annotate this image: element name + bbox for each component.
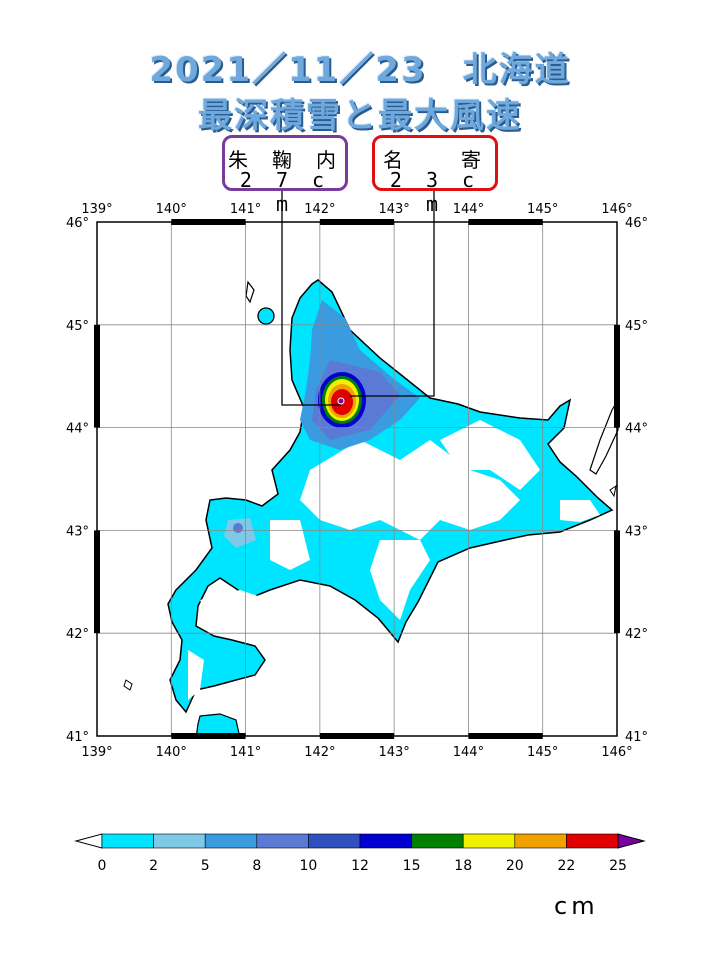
colorbar-swatch [411,833,464,849]
lat-tick-label: 41° [625,730,648,745]
colorbar-tick-label: 2 [149,858,158,874]
rishiri-island [257,307,275,325]
latitude-labels-left: 46° 45° 44° 43° 42° 41° [66,216,89,745]
colorbar-tick-label: 20 [506,858,524,874]
lat-tick-label: 44° [66,422,89,437]
longitude-labels-top: 139° 140° 141° 142° 143° 144° 145° 146° [81,202,632,217]
lat-tick-label: 42° [66,627,89,642]
lat-tick-label: 41° [66,730,89,745]
lat-tick-label: 46° [625,216,648,231]
colorbar-tick-label: 22 [557,858,575,874]
lat-tick-label: 44° [625,422,648,437]
colorbar-unit: cm [554,892,599,920]
lon-tick-label: 143° [378,202,409,217]
colorbar-swatch [153,833,206,849]
lat-tick-label: 45° [625,319,648,334]
lon-tick-label: 141° [230,745,261,760]
lon-tick-label: 144° [453,202,484,217]
lat-tick-label: 45° [66,319,89,334]
nayoro-pointer [350,191,435,397]
colorbar-swatch [204,833,258,849]
lon-tick-label: 143° [378,745,409,760]
lon-tick-label: 142° [304,202,335,217]
lon-tick-label: 145° [527,202,558,217]
colorbar-tick-label: 15 [403,858,421,874]
lat-lon-grid [97,222,617,736]
colorbar [74,833,646,849]
kunashiri-island [589,397,619,475]
colorbar-swatch [308,833,361,849]
lon-tick-label: 146° [601,745,632,760]
colorbar-swatch [514,833,567,849]
rebun-island [245,280,255,304]
map-title-date-region: 2021／11／23 北海道 [149,50,571,90]
colorbar-over-arrow [617,833,646,849]
longitude-labels-bottom: 139° 140° 141° 142° 143° 144° 145° 146° [81,745,632,760]
colorbar-tick-label: 0 [98,858,107,874]
colorbar-tick-label: 12 [351,858,369,874]
lat-tick-label: 42° [625,627,648,642]
lat-tick-label: 43° [625,524,648,539]
colorbar-swatch [566,833,619,849]
lon-tick-label: 140° [156,202,187,217]
lon-tick-label: 139° [81,202,112,217]
shumarinai-pointer [281,191,341,406]
station-value: 2 3 c m [389,168,481,216]
colorbar-under-arrow [74,833,103,849]
colorbar-swatch [256,833,309,849]
colorbar-tick-label: 10 [299,858,317,874]
latitude-labels-right: 46° 45° 44° 43° 42° 41° [625,216,648,745]
colorbar-swatch [101,833,154,849]
lon-tick-label: 146° [601,202,632,217]
lat-tick-label: 43° [66,524,89,539]
colorbar-tick-label: 5 [201,858,210,874]
lon-tick-label: 141° [230,202,261,217]
colorbar-swatch [359,833,412,849]
lon-tick-label: 140° [156,745,187,760]
colorbar-tick-label: 25 [609,858,627,874]
station-box-nayoro: 名 寄 2 3 c m [372,135,498,216]
lon-tick-label: 142° [304,745,335,760]
colorbar-tick-label: 8 [252,858,261,874]
lon-tick-label: 145° [527,745,558,760]
okushiri-island [123,679,133,691]
colorbar-tick-label: 18 [454,858,472,874]
lon-tick-label: 139° [81,745,112,760]
snow-depth-shading [123,279,619,739]
lat-tick-label: 46° [66,216,89,231]
map-frame-ticks [94,219,620,739]
station-box-shumarinai: 朱 鞠 内 2 7 c m [222,135,348,216]
colorbar-swatch [462,833,516,849]
station-name: 名 寄 [383,148,487,172]
lon-tick-label: 144° [453,745,484,760]
colorbar-tick-labels: 0 2 5 8 10 12 15 18 20 22 25 [98,858,627,874]
station-name: 朱 鞠 内 [227,148,343,172]
map-title-subject: 最深積雪と最大風速 [198,96,522,136]
